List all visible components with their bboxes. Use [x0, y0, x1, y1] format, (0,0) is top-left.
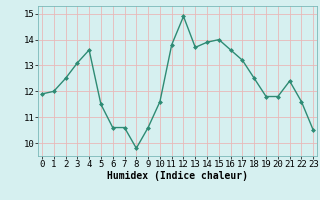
X-axis label: Humidex (Indice chaleur): Humidex (Indice chaleur)	[107, 171, 248, 181]
